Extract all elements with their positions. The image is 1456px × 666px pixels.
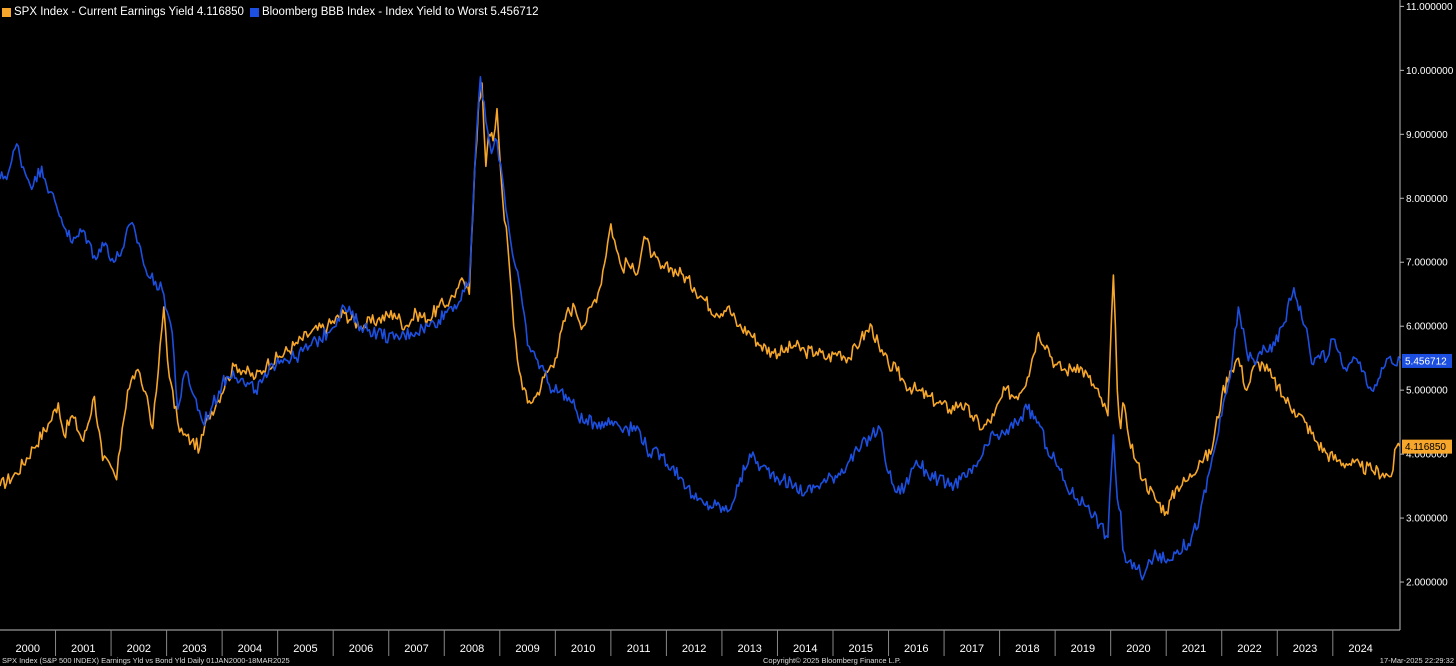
footer-timestamp: 17-Mar-2025 22:29:32 [1379, 656, 1454, 665]
y-tick-label: 11.000000 [1406, 2, 1453, 13]
x-tick-label: 2004 [238, 643, 262, 655]
series-line-bbb-yield-to-worst [0, 76, 1401, 581]
x-tick-label: 2008 [460, 643, 484, 655]
x-tick-label: 2006 [349, 643, 373, 655]
legend-label-spx: SPX Index - Current Earnings Yield 4.116… [14, 6, 244, 18]
x-tick-label: 2015 [849, 643, 873, 655]
legend-swatch-spx [2, 7, 11, 17]
last-value-text-spx: 4.116850 [1405, 442, 1446, 453]
y-tick-label: 2.000000 [1406, 578, 1448, 589]
last-value-text-bbb: 5.456712 [1405, 356, 1447, 367]
x-tick-label: 2013 [737, 643, 761, 655]
y-tick-label: 3.000000 [1406, 514, 1448, 525]
x-tick-label: 2011 [627, 643, 651, 655]
y-tick-label: 5.000000 [1406, 386, 1448, 397]
x-tick-label: 2021 [1182, 643, 1206, 655]
x-tick-label: 2024 [1348, 643, 1372, 655]
x-tick-label: 2016 [904, 643, 928, 655]
x-tick-label: 2019 [1071, 643, 1095, 655]
series-layer [0, 76, 1401, 581]
x-tick-label: 2000 [16, 643, 40, 655]
x-tick-label: 2017 [960, 643, 984, 655]
x-tick-label: 2007 [404, 643, 428, 655]
y-tick-label: 7.000000 [1406, 258, 1448, 269]
y-tick-label: 4.000000 [1406, 450, 1448, 461]
last-value-badge-bbb [1402, 353, 1452, 368]
x-tick-label: 2014 [793, 643, 817, 655]
footer-copyright: Copyright© 2025 Bloomberg Finance L.P. [763, 656, 901, 665]
x-tick-label: 2001 [71, 643, 95, 655]
x-tick-label: 2002 [127, 643, 151, 655]
x-tick-label: 2022 [1237, 643, 1261, 655]
legend: SPX Index - Current Earnings Yield 4.116… [2, 3, 545, 21]
x-tick-label: 2010 [571, 643, 595, 655]
legend-swatch-bbb [249, 7, 259, 17]
x-tick-label: 2018 [1015, 643, 1039, 655]
last-value-badges: 4.116850 5.456712 [1402, 353, 1452, 454]
x-tick-label: 2020 [1126, 643, 1150, 655]
x-tick-label: 2023 [1293, 643, 1317, 655]
y-tick-label: 8.000000 [1406, 194, 1448, 205]
x-tick-label: 2009 [515, 643, 539, 655]
last-value-badge-spx [1402, 439, 1452, 454]
x-tick-label: 2003 [182, 643, 206, 655]
x-tick-label: 2005 [293, 643, 317, 655]
footer-description: SPX Index (S&P 500 INDEX) Earnings Yld v… [2, 656, 290, 665]
series-line-spx-earnings-yield [0, 82, 1401, 517]
x-axis: 2000 2001 2002 2003 2004 2005 2006 2007 2008 2009… [0, 629, 1400, 656]
y-tick-label: 10.000000 [1406, 66, 1454, 77]
y-tick-label: 9.000000 [1406, 130, 1448, 141]
y-tick-label: 6.000000 [1406, 322, 1448, 333]
legend-label-bbb: Bloomberg BBB Index - Index Yield to Wor… [261, 6, 539, 18]
y-axis: 2.000000 3.000000 4.000000 5.000000 6.000000… [1399, 0, 1454, 630]
x-tick-label: 2012 [682, 643, 706, 655]
legend-item-bbb: Bloomberg BBB Index - Index Yield to Wor… [249, 6, 539, 18]
legend-item-spx: SPX Index - Current Earnings Yield 4.116… [2, 6, 244, 18]
